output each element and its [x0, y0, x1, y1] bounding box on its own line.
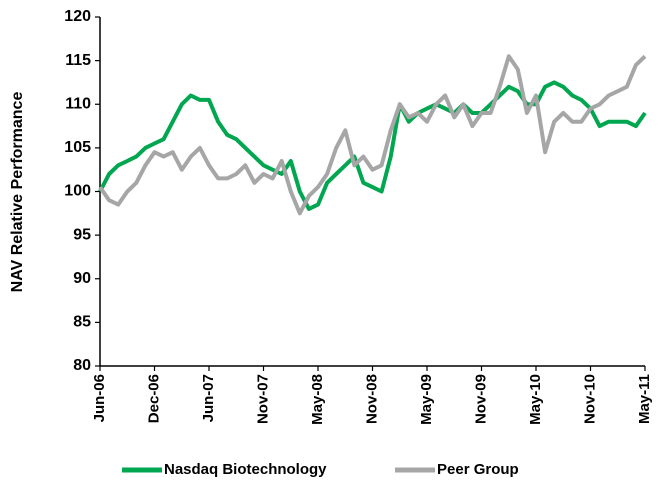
x-tick-label: Nov-07 — [254, 374, 271, 424]
y-tick-label: 85 — [73, 314, 91, 331]
y-tick-label: 105 — [64, 139, 91, 156]
y-tick-label: 80 — [73, 357, 91, 374]
y-tick-label: 120 — [64, 8, 91, 25]
x-tick-label: Jun-07 — [200, 374, 217, 422]
series-line — [98, 80, 647, 211]
y-tick-label: 110 — [65, 95, 91, 112]
x-tick-label: Dec-06 — [145, 374, 162, 423]
x-tick-label: Nov-10 — [581, 374, 598, 424]
x-tick-label: May-10 — [527, 374, 544, 425]
legend-label: Peer Group — [437, 461, 519, 478]
y-axis-label: NAV Relative Performance — [9, 92, 26, 293]
x-tick-label: Nov-08 — [363, 374, 380, 424]
y-tick-label: 90 — [73, 270, 91, 287]
y-tick-label: 95 — [73, 226, 91, 243]
y-tick-label: 100 — [64, 183, 91, 200]
series-line — [98, 54, 647, 216]
x-tick-label: May-08 — [309, 374, 326, 425]
legend-label: Nasdaq Biotechnology — [164, 461, 327, 478]
x-tick-label: May-11 — [636, 374, 653, 424]
y-tick-label: 115 — [65, 52, 91, 69]
x-tick-label: Jun-06 — [91, 374, 108, 422]
x-tick-label: May-09 — [418, 374, 435, 425]
x-tick-label: Nov-09 — [472, 374, 489, 424]
